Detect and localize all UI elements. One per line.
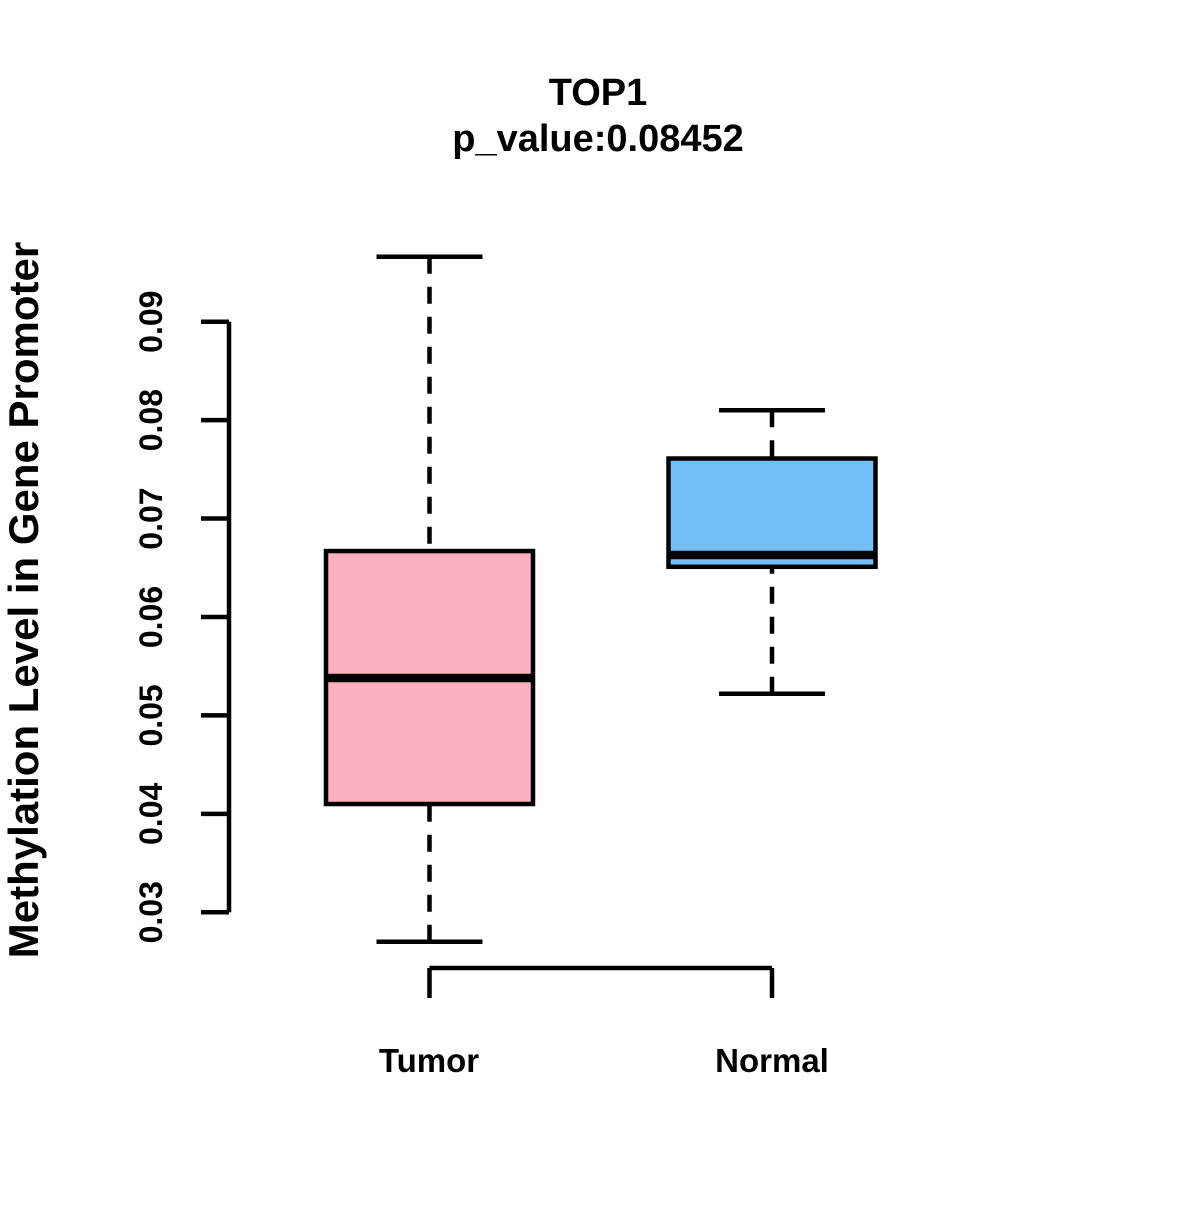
y-axis-tick-label: 0.09 — [133, 291, 169, 353]
y-axis-tick-label: 0.08 — [133, 389, 169, 451]
normal-iqr-box — [666, 456, 878, 570]
y-axis-tick-label: 0.06 — [133, 586, 169, 648]
x-category-label-normal: Normal — [715, 1042, 829, 1079]
chart-subtitle-pvalue: p_value:0.08452 — [452, 118, 744, 160]
x-category-label-tumor: Tumor — [379, 1042, 479, 1079]
y-axis-tick-label: 0.07 — [133, 487, 169, 549]
y-axis-tick-label: 0.05 — [133, 684, 169, 746]
y-axis-tick-label: 0.04 — [133, 783, 169, 845]
box-layer — [323, 254, 878, 945]
axes-layer: 0.03 0.04 0.05 0.06 0.07 0.08 0.09 — [133, 291, 775, 998]
chart-title: TOP1 — [549, 72, 648, 114]
y-axis-tick-label: 0.03 — [133, 881, 169, 943]
y-axis-title: Methylation Level in Gene Promoter — [0, 242, 47, 958]
